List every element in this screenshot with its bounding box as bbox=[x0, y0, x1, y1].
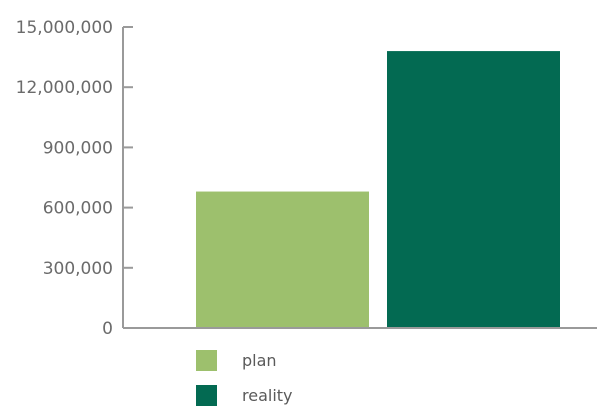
y-tick-label: 900,000 bbox=[43, 138, 113, 158]
bar-reality bbox=[387, 51, 560, 329]
y-tick-label: 600,000 bbox=[43, 199, 113, 219]
legend-swatch-plan bbox=[196, 350, 217, 371]
bars bbox=[196, 51, 560, 329]
y-axis: 0 300,000 600,000 900,000 12,000,000 15,000,0… bbox=[16, 18, 133, 339]
y-tick-label: 300,000 bbox=[43, 259, 113, 279]
legend: plan reality bbox=[196, 350, 293, 406]
legend-swatch-reality bbox=[196, 385, 217, 406]
y-tick-label: 0 bbox=[102, 319, 113, 339]
y-tick-label: 15,000,000 bbox=[16, 18, 113, 38]
legend-label-plan: plan bbox=[242, 351, 277, 370]
bar-plan bbox=[196, 191, 369, 328]
legend-label-reality: reality bbox=[242, 386, 293, 405]
y-tick-label: 12,000,000 bbox=[16, 78, 113, 98]
